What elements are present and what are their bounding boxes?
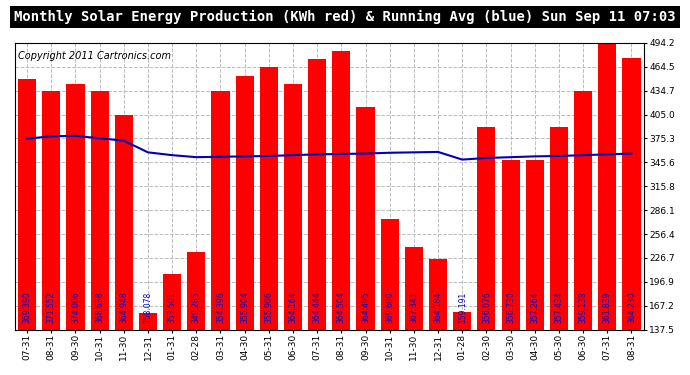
Bar	[284, 84, 302, 375]
Text: 356.076: 356.076	[482, 291, 491, 323]
Bar	[333, 51, 351, 375]
Bar	[477, 127, 495, 375]
Text: 357.434: 357.434	[555, 291, 564, 323]
Bar	[18, 79, 36, 375]
Text: 367.341: 367.341	[409, 292, 418, 323]
Text: Copyright 2011 Cartronics.com: Copyright 2011 Cartronics.com	[18, 51, 171, 62]
Text: 368.638: 368.638	[95, 292, 104, 323]
Text: 355.906: 355.906	[264, 291, 273, 323]
Bar	[598, 43, 616, 375]
Text: 349.285: 349.285	[192, 292, 201, 323]
Bar	[163, 274, 181, 375]
Bar	[211, 91, 230, 375]
Text: 369.600: 369.600	[385, 291, 394, 323]
Text: 364.164: 364.164	[288, 292, 297, 323]
Text: 371.552: 371.552	[47, 292, 56, 323]
Bar	[550, 127, 568, 375]
Bar	[405, 247, 423, 375]
Text: 354.396: 354.396	[216, 291, 225, 323]
Text: 359.138: 359.138	[579, 292, 588, 323]
Text: 159.191: 159.191	[457, 292, 466, 323]
Text: 364.230: 364.230	[627, 292, 636, 323]
Text: 364.495: 364.495	[361, 291, 370, 323]
Bar	[429, 259, 447, 375]
Bar	[187, 252, 206, 375]
Text: 364.184: 364.184	[433, 292, 442, 323]
Bar	[381, 219, 399, 375]
Bar	[453, 312, 471, 375]
Bar	[502, 160, 520, 375]
Text: 353.501: 353.501	[168, 292, 177, 323]
Text: 357.264: 357.264	[531, 292, 540, 323]
Text: 356.730: 356.730	[506, 291, 515, 323]
Bar	[115, 116, 133, 375]
Bar	[90, 91, 109, 375]
Bar	[357, 106, 375, 375]
Text: 369.390: 369.390	[23, 291, 32, 323]
Bar	[235, 76, 254, 375]
Bar	[622, 58, 640, 375]
Bar	[308, 59, 326, 375]
Text: 355.904: 355.904	[240, 291, 249, 323]
Bar	[574, 91, 592, 375]
Text: 361.839: 361.839	[603, 292, 612, 323]
Bar	[42, 91, 60, 375]
Text: 364.948: 364.948	[119, 292, 128, 323]
Bar	[139, 313, 157, 375]
Text: 364.444: 364.444	[313, 291, 322, 323]
Text: 364.504: 364.504	[337, 291, 346, 323]
Bar	[66, 84, 84, 375]
Bar	[526, 160, 544, 375]
Bar	[259, 67, 278, 375]
Text: Monthly Solar Energy Production (KWh red) & Running Avg (blue) Sun Sep 11 07:03: Monthly Solar Energy Production (KWh red…	[14, 10, 676, 24]
Text: 374.006: 374.006	[71, 291, 80, 323]
Text: 158.078: 158.078	[144, 292, 152, 323]
